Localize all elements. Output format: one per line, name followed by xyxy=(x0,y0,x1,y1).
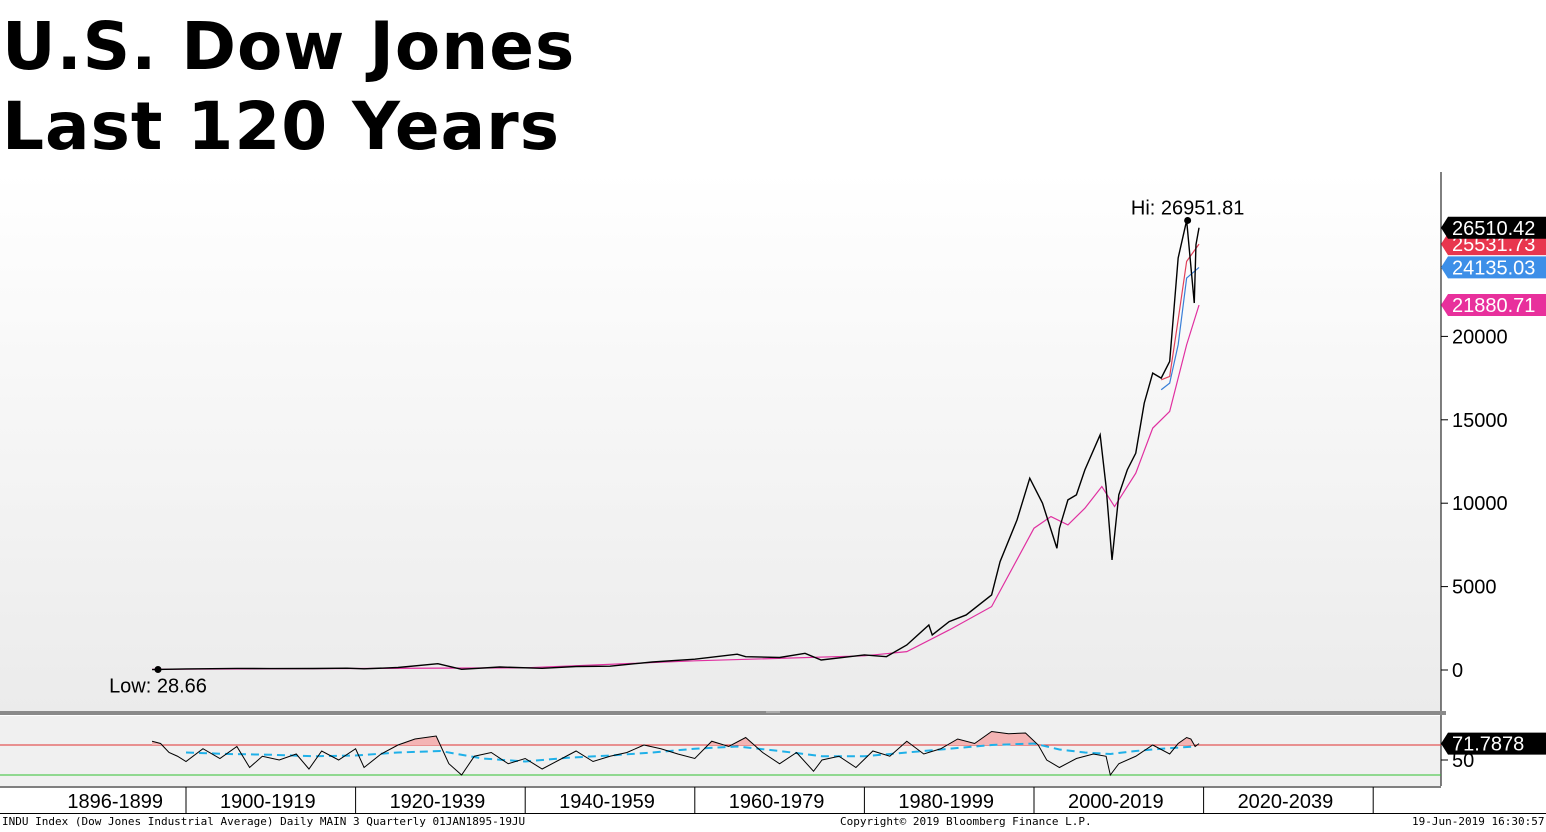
y-tick-label: 10000 xyxy=(1452,493,1508,515)
x-tick-label: 1940-1959 xyxy=(559,791,655,813)
rsi-overbought-shade xyxy=(152,731,1200,745)
moving-average-line-3 xyxy=(152,304,1200,670)
main-plot-area xyxy=(0,172,1441,712)
moving-average-line-2 xyxy=(1160,266,1200,391)
footer-copyright: Copyright© 2019 Bloomberg Finance L.P. xyxy=(840,815,1092,828)
x-tick-label: 1960-1979 xyxy=(729,791,825,813)
price-line xyxy=(152,220,1200,671)
high-marker xyxy=(1184,216,1192,224)
y-tick-label: 5000 xyxy=(1452,577,1497,599)
last-value-tag-1-text: 25531.73 xyxy=(1452,234,1535,256)
chart-title-line2: Last 120 Years xyxy=(2,88,561,165)
last-value-tag-0-text: 26510.42 xyxy=(1452,218,1535,240)
x-tick-label: 1900-1919 xyxy=(220,791,316,813)
footer-timestamp: 19-Jun-2019 16:30:57 xyxy=(1412,815,1545,828)
rsi-y-tick-label: 50 xyxy=(1452,750,1474,772)
y-tick-label: 20000 xyxy=(1452,326,1508,348)
y-tick-label: 0 xyxy=(1452,660,1463,682)
footer-security-info: INDU Index (Dow Jones Industrial Average… xyxy=(2,815,526,828)
rsi-line xyxy=(151,730,1200,777)
x-tick-label: 1920-1939 xyxy=(390,791,486,813)
rsi-average-line xyxy=(185,742,1196,763)
rsi-last-value-tag: 71.7878 xyxy=(1441,732,1546,756)
x-tick-label: 2000-2019 xyxy=(1068,791,1164,813)
x-tick-label: 2020-2039 xyxy=(1238,791,1334,813)
x-tick-label: 1980-1999 xyxy=(898,791,994,813)
y-tick-label: 15000 xyxy=(1452,410,1508,432)
moving-average-line-1 xyxy=(1160,243,1200,381)
rsi-last-value-tag-text: 71.7878 xyxy=(1452,734,1524,756)
last-value-tag-2-text: 24135.03 xyxy=(1452,257,1535,279)
last-value-tag-3-text: 21880.71 xyxy=(1452,295,1535,317)
last-value-tag-0: 26510.42 xyxy=(1441,216,1546,240)
last-value-tag-3: 21880.71 xyxy=(1441,294,1546,317)
last-value-tag-2: 24135.03 xyxy=(1441,256,1546,279)
panel-divider[interactable] xyxy=(0,711,1446,715)
x-tick-label: 1896-1899 xyxy=(67,791,163,813)
chart-title-line1: U.S. Dow Jones xyxy=(2,8,576,85)
low-annotation: Low: 28.66 xyxy=(109,676,207,698)
high-annotation: Hi: 26951.81 xyxy=(1131,197,1244,219)
low-marker xyxy=(154,666,162,674)
